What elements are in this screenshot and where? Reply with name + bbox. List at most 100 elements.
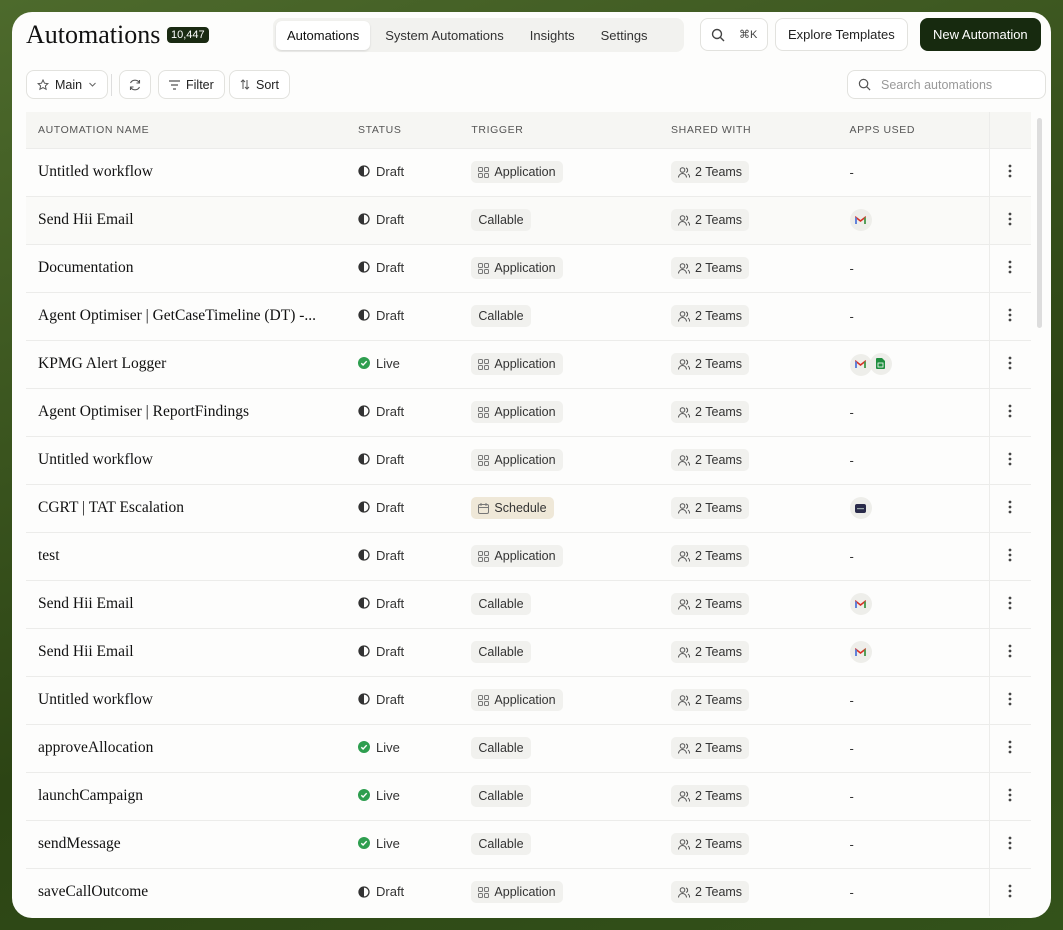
trigger-pill: Application (471, 257, 563, 279)
row-menu[interactable] (988, 675, 1031, 724)
shared-label: 2 Teams (695, 789, 743, 803)
automation-row[interactable]: Agent Optimiser | GetCaseTimeline (DT) -… (26, 291, 1031, 340)
trigger-label: Callable (478, 789, 524, 803)
status-cell: Live (346, 723, 460, 772)
trigger-label: Application (494, 693, 556, 707)
status-label: Live (376, 787, 400, 803)
row-menu[interactable] (988, 627, 1031, 676)
trigger-pill: Application (471, 449, 563, 471)
shared-cell: 2 Teams (659, 387, 838, 436)
shared-pill: 2 Teams (671, 209, 750, 231)
row-menu[interactable] (988, 771, 1031, 820)
apps-cell: - (837, 819, 989, 868)
shared-pill: 2 Teams (671, 689, 750, 711)
view-dropdown[interactable]: Main (26, 70, 109, 99)
new-automation-button[interactable]: New Automation (920, 18, 1041, 51)
automation-row[interactable]: Untitled workflow Draft Application 2 Teams… (26, 147, 1031, 196)
automation-row[interactable]: CGRT | TAT Escalation Draft Schedule 2 Team… (26, 483, 1031, 532)
automation-row[interactable]: approveAllocation Live Callable 2 Teams - (26, 723, 1031, 772)
explore-templates-button[interactable]: Explore Templates (775, 18, 908, 51)
automation-row[interactable]: saveCallOutcome Draft Application 2 Teams - (26, 867, 1031, 916)
row-menu[interactable] (988, 243, 1031, 292)
row-menu[interactable] (988, 387, 1031, 436)
sort-label: Sort (256, 77, 279, 92)
status: Live (358, 836, 400, 851)
apps-empty: - (849, 788, 854, 804)
automation-row[interactable]: KPMG Alert Logger Live Application 2 Teams (26, 339, 1031, 388)
trigger-cell: Callable (459, 291, 660, 340)
status-cell: Draft (346, 147, 460, 196)
trigger-pill: Application (471, 161, 563, 183)
shared-pill: 2 Teams (671, 641, 750, 663)
automation-row[interactable]: Agent Optimiser | ReportFindings Draft App… (26, 387, 1031, 436)
shared-cell: 2 Teams (659, 579, 838, 628)
status: Draft (358, 404, 404, 419)
shared-pill: 2 Teams (671, 401, 750, 423)
status-cell: Live (346, 339, 460, 388)
row-menu[interactable] (988, 339, 1031, 388)
apps-empty: - (849, 260, 854, 276)
tab[interactable]: System Automations (385, 27, 504, 43)
automation-name: Send Hii Email (26, 579, 346, 628)
automation-row[interactable]: Send Hii Email Draft Callable 2 Teams (26, 195, 1031, 244)
trigger-pill: Callable (471, 833, 531, 855)
status: Live (358, 356, 400, 371)
automation-row[interactable]: Untitled workflow Draft Application 2 Teams… (26, 675, 1031, 724)
trigger-cell: Application (459, 147, 660, 196)
shared-cell: 2 Teams (659, 627, 838, 676)
tab[interactable]: Insights (529, 27, 575, 43)
status: Draft (358, 644, 404, 659)
search-button[interactable]: ⌘K (700, 18, 769, 51)
sort-button[interactable]: Sort (229, 70, 290, 99)
status-label: Draft (376, 403, 405, 419)
status-label: Live (376, 835, 400, 851)
filter-button[interactable]: Filter (158, 70, 225, 99)
apps-cell: - (837, 291, 989, 340)
automation-row[interactable]: launchCampaign Live Callable 2 Teams - (26, 771, 1031, 820)
row-menu[interactable] (988, 195, 1031, 244)
automation-row[interactable]: sendMessage Live Callable 2 Teams - (26, 819, 1031, 868)
trigger-pill: Application (471, 401, 563, 423)
view-label: Main (55, 77, 83, 92)
shared-cell: 2 Teams (659, 531, 838, 580)
row-menu[interactable] (988, 147, 1031, 196)
automation-row[interactable]: Untitled workflow Draft Application 2 Teams… (26, 435, 1031, 484)
automation-name: Documentation (26, 243, 346, 292)
app-icon (849, 497, 872, 519)
status-label: Draft (376, 451, 405, 467)
trigger-label: Callable (478, 213, 524, 227)
status-label: Draft (376, 595, 405, 611)
apps-cell: - (837, 243, 989, 292)
automation-row[interactable]: test Draft Application 2 Teams - (26, 531, 1031, 580)
row-menu[interactable] (988, 483, 1031, 532)
row-menu[interactable] (988, 867, 1031, 916)
row-menu[interactable] (988, 291, 1031, 340)
automation-row[interactable]: Send Hii Email Draft Callable 2 Teams (26, 627, 1031, 676)
column-header: SHARED WITH (659, 112, 838, 148)
shared-pill: 2 Teams (671, 497, 750, 519)
apps-empty: - (849, 404, 854, 420)
row-menu[interactable] (988, 531, 1031, 580)
trigger-cell: Callable (459, 771, 660, 820)
search-input[interactable]: Search automations (847, 70, 1046, 99)
automation-name: Send Hii Email (26, 627, 346, 676)
status-cell: Draft (346, 867, 460, 916)
status: Draft (358, 692, 404, 707)
row-menu[interactable] (988, 435, 1031, 484)
tab[interactable]: Settings (600, 27, 648, 43)
status-label: Draft (376, 884, 405, 899)
row-menu[interactable] (988, 579, 1031, 628)
trigger-pill: Schedule (471, 497, 554, 519)
automation-row[interactable]: Documentation Draft Application 2 Teams - (26, 243, 1031, 292)
row-menu[interactable] (988, 819, 1031, 868)
status-label: Draft (376, 547, 405, 563)
trigger-cell: Application (459, 243, 660, 292)
automation-name: Untitled workflow (26, 435, 346, 484)
refresh-button[interactable] (119, 70, 151, 99)
row-menu[interactable] (988, 723, 1031, 772)
trigger-label: Application (494, 261, 556, 275)
automation-row[interactable]: Send Hii Email Draft Callable 2 Teams (26, 579, 1031, 628)
tab[interactable]: Automations (276, 20, 371, 50)
shared-cell: 2 Teams (659, 291, 838, 340)
trigger-label: Callable (478, 309, 524, 323)
